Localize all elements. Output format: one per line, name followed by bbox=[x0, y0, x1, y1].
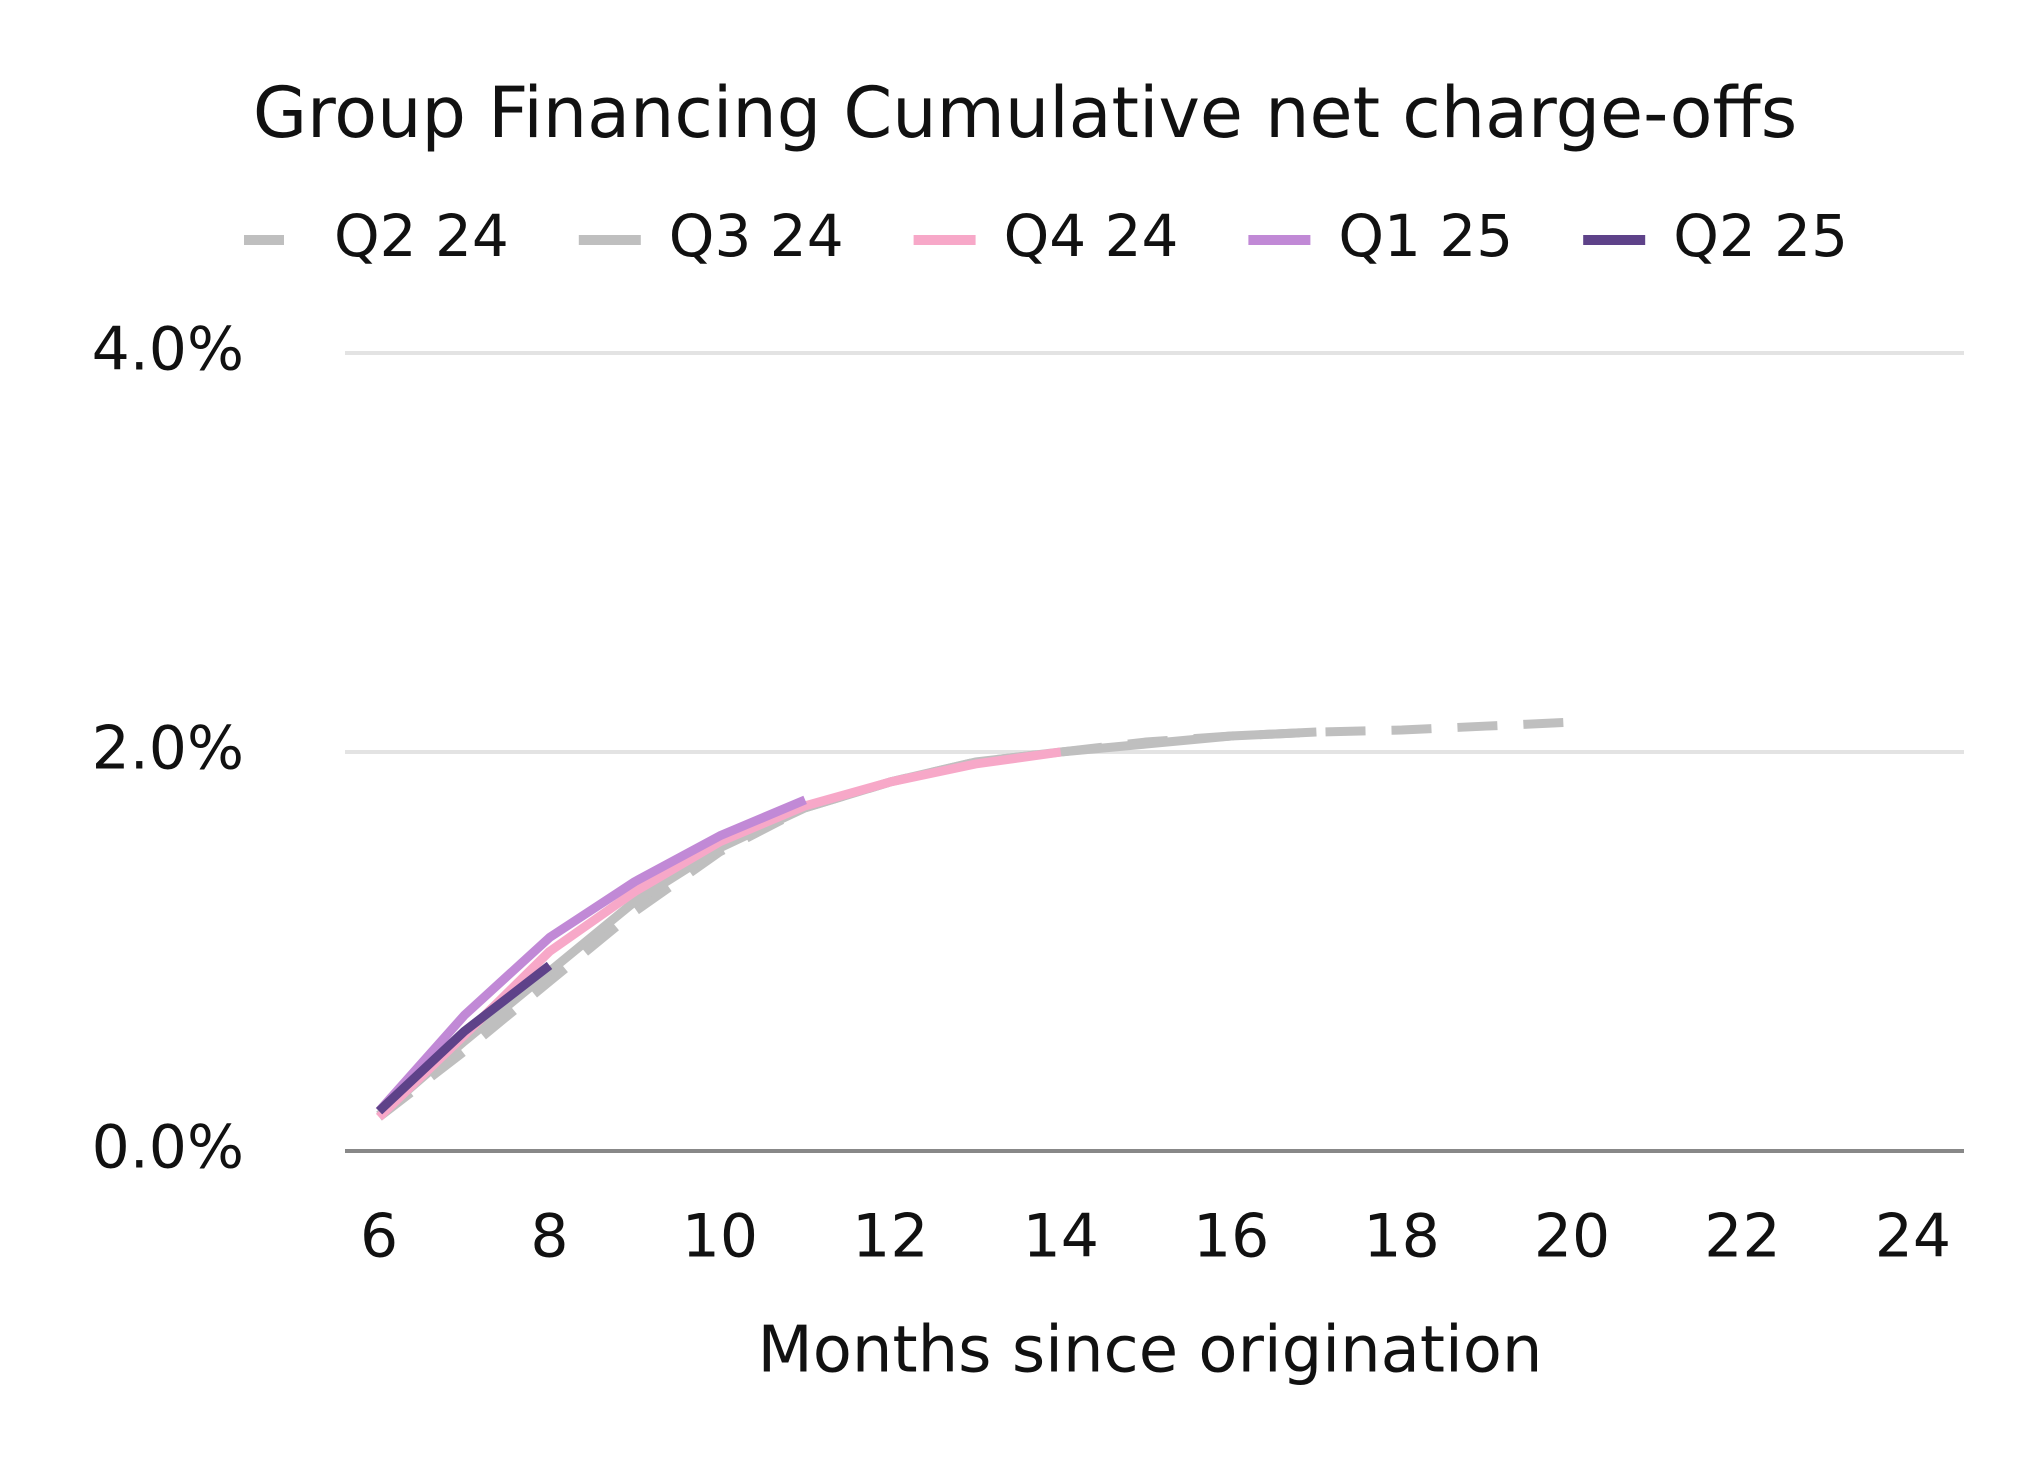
x-tick-label: 14 bbox=[1023, 1202, 1099, 1272]
y-tick-label: 4.0% bbox=[92, 315, 244, 385]
legend-label: Q2 24 bbox=[334, 202, 509, 270]
x-tick-label: 16 bbox=[1193, 1202, 1269, 1272]
y-tick-label: 0.0% bbox=[92, 1113, 244, 1183]
x-tick-label: 12 bbox=[852, 1202, 928, 1272]
legend-label: Q4 24 bbox=[1004, 202, 1179, 270]
series-line bbox=[376, 717, 1573, 1121]
x-tick-label: 8 bbox=[530, 1202, 568, 1272]
legend-label: Q2 25 bbox=[1673, 202, 1848, 270]
x-axis-label: Months since origination bbox=[758, 1314, 1543, 1388]
x-tick-label: 22 bbox=[1704, 1202, 1780, 1272]
x-tick-label: 24 bbox=[1875, 1202, 1951, 1272]
y-tick-label: 2.0% bbox=[92, 714, 244, 784]
x-tick-label: 20 bbox=[1534, 1202, 1610, 1272]
x-tick-label: 10 bbox=[682, 1202, 758, 1272]
series-line bbox=[375, 747, 1062, 1121]
x-tick-label: 6 bbox=[360, 1202, 398, 1272]
legend-label: Q3 24 bbox=[669, 202, 844, 270]
series-line bbox=[376, 961, 553, 1115]
x-tick-label: 18 bbox=[1363, 1202, 1439, 1272]
legend-label: Q1 25 bbox=[1338, 202, 1513, 270]
series-line bbox=[375, 795, 807, 1115]
chart-title: Group Financing Cumulative net charge-of… bbox=[253, 72, 1797, 154]
